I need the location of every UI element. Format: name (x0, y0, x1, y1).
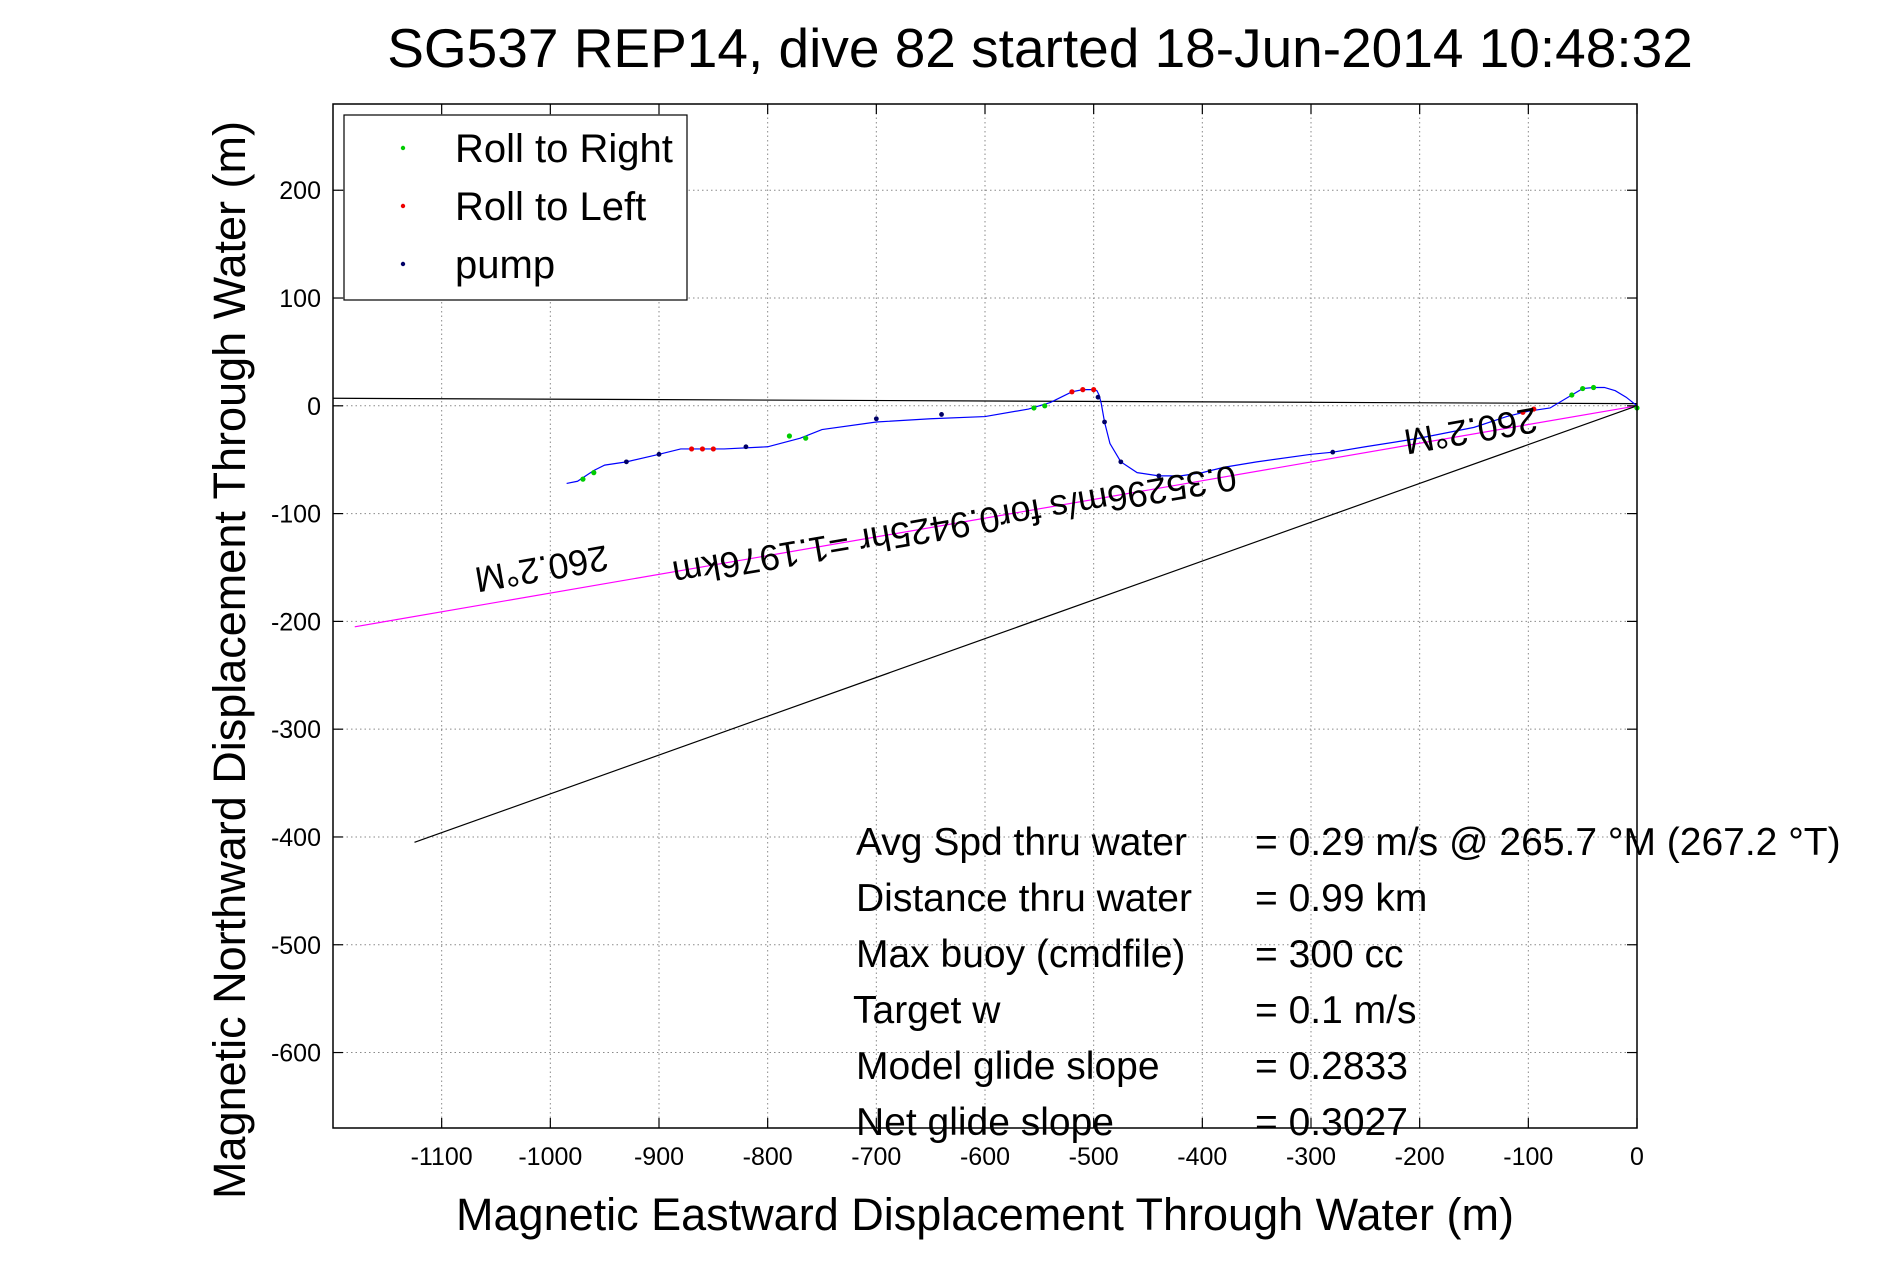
y-tick-label: -100 (271, 501, 321, 529)
legend-label: Roll to Left (455, 185, 646, 229)
x-tick-label: -600 (960, 1143, 1010, 1171)
pump-marker (939, 412, 944, 417)
roll-left-marker (1069, 389, 1075, 395)
roll-right-marker (786, 433, 793, 439)
pump-marker (1330, 449, 1336, 455)
legend-swatch (400, 261, 406, 267)
pump-marker (1095, 394, 1101, 400)
roll-left-marker (689, 446, 695, 452)
x-tick-label: -500 (1069, 1143, 1119, 1171)
legend-label: Roll to Right (455, 127, 673, 171)
y-tick-label: -500 (271, 932, 321, 960)
stats-value: = 0.99 km (1255, 877, 1427, 920)
stats-label: Model glide slope (856, 1045, 1160, 1088)
y-axis-title: Magnetic Northward Displacement Through … (204, 121, 255, 1199)
y-tick-label: 0 (307, 393, 321, 421)
legend-swatch (400, 203, 406, 209)
legend-box (343, 114, 688, 301)
x-tick-label: -1100 (411, 1143, 473, 1171)
stats-label: Target w (853, 989, 1001, 1032)
x-ticks: -1100 -1000 -900 -800 -700 -600 -500 -400 -300 -2… (411, 104, 1644, 1171)
y-tick-label: 200 (279, 177, 321, 205)
stats-value: = 0.2833 (1255, 1045, 1408, 1088)
stats-label: Avg Spd thru water (856, 821, 1187, 864)
stats-block: Avg Spd thru water = 0.29 m/s @ 265.7 °M … (853, 821, 1841, 1144)
roll-left-marker (1091, 387, 1097, 393)
y-tick-label: -600 (271, 1040, 321, 1068)
roll-right-marker (591, 470, 597, 476)
y-tick-label: -200 (271, 608, 321, 636)
roll-left-marker (1520, 409, 1526, 415)
track-line (566, 386, 1638, 485)
roll-left-marker (1531, 406, 1537, 412)
stats-label: Net glide slope (856, 1101, 1114, 1144)
x-tick-label: -800 (743, 1143, 793, 1171)
roll-right-marker (580, 476, 586, 482)
roll-left-marker (699, 446, 706, 452)
legend-swatch (400, 145, 406, 151)
roll-right-marker (1031, 405, 1037, 411)
stats-value: = 0.1 m/s (1255, 989, 1416, 1032)
y-tick-label: -400 (271, 824, 321, 852)
legend: Roll to Right Roll to Left pump (343, 114, 688, 301)
pump-marker (624, 459, 629, 465)
reference-line (354, 405, 1638, 628)
roll-right-marker (1569, 392, 1575, 398)
y-tick-label: 100 (279, 285, 321, 313)
stats-label: Max buoy (cmdfile) (856, 933, 1185, 976)
chart-title: SG537 REP14, dive 82 started 18-Jun-2014… (387, 17, 1693, 79)
reference-lines (332, 397, 1638, 843)
pump-marker (656, 451, 662, 457)
x-tick-label: -400 (1177, 1143, 1227, 1171)
x-axis-title: Magnetic Eastward Displacement Through W… (456, 1189, 1514, 1240)
x-tick-label: -700 (851, 1143, 901, 1171)
pump-marker (1102, 419, 1107, 425)
roll-right-marker (803, 435, 809, 441)
stats-value: = 0.29 m/s @ 265.7 °M (267.2 °T) (1255, 821, 1841, 864)
reference-line (414, 405, 1638, 843)
roll-left-marker (710, 446, 716, 452)
markers (580, 384, 1640, 482)
stats-value: = 0.3027 (1255, 1101, 1408, 1144)
pump-marker (873, 416, 879, 422)
pump-marker (1156, 473, 1162, 479)
stats-label: Distance thru water (856, 877, 1192, 920)
roll-left-marker (1080, 387, 1086, 393)
pump-marker (743, 444, 749, 450)
roll-right-marker (1580, 385, 1586, 392)
reference-line (332, 397, 1638, 405)
stats-value: = 300 cc (1255, 933, 1404, 976)
y-ticks: 200 100 0 -100 -200 -300 -400 -500 -600 (271, 177, 1637, 1068)
x-tick-label: 0 (1630, 1143, 1644, 1171)
legend-label: pump (455, 243, 555, 287)
y-tick-label: -300 (271, 716, 321, 744)
x-tick-label: -1000 (518, 1143, 582, 1171)
roll-right-marker (1042, 403, 1048, 409)
x-tick-label: -200 (1395, 1143, 1445, 1171)
x-tick-label: -300 (1286, 1143, 1336, 1171)
roll-right-marker (1590, 384, 1597, 391)
x-tick-label: -900 (634, 1143, 684, 1171)
pump-marker (1118, 459, 1124, 465)
x-tick-label: -100 (1503, 1143, 1553, 1171)
